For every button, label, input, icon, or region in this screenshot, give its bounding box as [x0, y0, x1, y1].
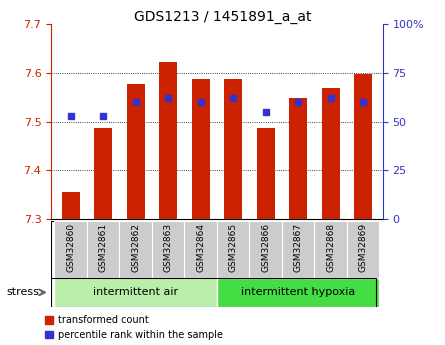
Text: GSM32867: GSM32867	[294, 223, 303, 272]
Bar	[250, 221, 282, 278]
Bar	[282, 221, 315, 278]
Bar	[127, 83, 145, 219]
Text: GSM32866: GSM32866	[261, 223, 270, 272]
Text: GSM32868: GSM32868	[326, 223, 335, 272]
Text: GSM32865: GSM32865	[229, 223, 238, 272]
Bar	[315, 221, 347, 278]
Text: stress: stress	[7, 287, 40, 297]
Text: GSM32861: GSM32861	[99, 223, 108, 272]
Bar	[257, 128, 275, 219]
Bar	[217, 278, 380, 307]
Bar	[54, 221, 87, 278]
Bar	[289, 98, 307, 219]
Text: GSM32863: GSM32863	[164, 223, 173, 272]
Bar	[152, 221, 184, 278]
Bar	[322, 88, 340, 219]
Text: GSM32864: GSM32864	[196, 223, 205, 272]
Text: GSM32862: GSM32862	[131, 223, 140, 272]
Bar	[217, 221, 250, 278]
Text: GSM32860: GSM32860	[66, 223, 75, 272]
Bar	[119, 221, 152, 278]
Text: GDS1213 / 1451891_a_at: GDS1213 / 1451891_a_at	[134, 10, 311, 24]
Bar	[192, 79, 210, 219]
Bar	[94, 128, 112, 219]
Text: GSM32869: GSM32869	[359, 223, 368, 272]
Bar	[159, 62, 177, 219]
Legend: transformed count, percentile rank within the sample: transformed count, percentile rank withi…	[45, 315, 222, 340]
Text: intermittent hypoxia: intermittent hypoxia	[241, 287, 355, 297]
Bar	[347, 221, 380, 278]
Text: intermittent air: intermittent air	[93, 287, 178, 297]
Bar	[62, 192, 80, 219]
Bar	[184, 221, 217, 278]
Bar	[224, 79, 242, 219]
Bar	[87, 221, 119, 278]
Bar	[54, 278, 217, 307]
Bar	[354, 74, 372, 219]
